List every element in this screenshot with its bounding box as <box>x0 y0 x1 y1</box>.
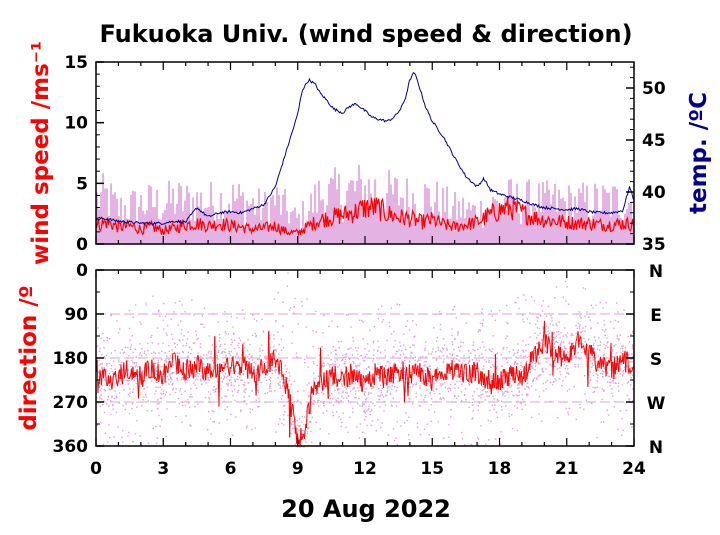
series-direction-raw-dots <box>96 272 635 447</box>
top-y-axis-label: wind speed /ms⁻¹ <box>28 41 54 265</box>
top-y-tick-label: 0 <box>76 235 88 255</box>
bottom-y-tick-label: 90 <box>64 305 88 325</box>
series-direction-mean <box>97 321 634 446</box>
bottom-compass-label: S <box>650 350 662 370</box>
top-y2-axis-label: temp. /ºC <box>686 92 712 214</box>
bottom-y-tick-label: 270 <box>53 393 89 413</box>
bottom-y-tick-label: 360 <box>53 437 89 457</box>
x-tick-label: 9 <box>292 459 304 479</box>
top-y-tick-label: 5 <box>76 174 88 194</box>
chart-title: Fukuoka Univ. (wind speed & direction) <box>99 20 632 48</box>
x-axis-label: 20 Aug 2022 <box>281 495 451 523</box>
top-y2-tick-label: 40 <box>642 183 666 203</box>
bottom-compass-label: E <box>650 306 662 326</box>
x-tick-label: 3 <box>157 459 169 479</box>
bottom-compass-label: N <box>649 262 663 282</box>
x-tick-label: 0 <box>90 459 102 479</box>
bottom-y-tick-label: 180 <box>53 349 89 369</box>
top-plot: 0 5 10 15 35 40 45 50 <box>64 53 666 255</box>
bottom-compass-label: N <box>649 438 663 458</box>
bottom-compass-label: W <box>647 394 666 414</box>
x-tick-label: 6 <box>225 459 237 479</box>
top-y2-tick-label: 50 <box>642 79 666 99</box>
x-tick-label: 24 <box>622 459 646 479</box>
x-tick-label: 12 <box>353 459 377 479</box>
x-tick-label: 18 <box>488 459 512 479</box>
top-y-tick-label: 10 <box>64 114 88 134</box>
bottom-plot: 0 90 180 270 360 N E S W N 0 3 6 9 12 15 18 21 24 <box>53 261 666 479</box>
top-y-tick-label: 15 <box>64 53 88 73</box>
bottom-y-tick-label: 0 <box>76 261 88 281</box>
x-tick-label: 21 <box>555 459 579 479</box>
top-y2-tick-label: 45 <box>642 131 666 151</box>
bottom-y-axis-label: direction /º <box>16 285 42 430</box>
top-y2-tick-label: 35 <box>642 235 666 255</box>
x-tick-label: 15 <box>420 459 444 479</box>
